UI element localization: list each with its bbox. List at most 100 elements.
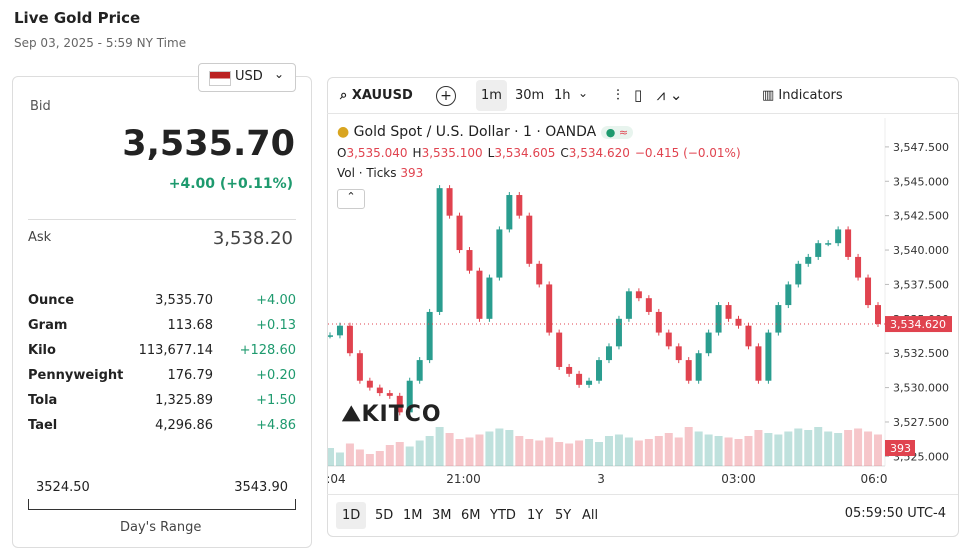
- volume-bar: [774, 434, 783, 466]
- candle-body: [336, 325, 343, 336]
- y-tick-label: 3,537.500: [893, 278, 949, 291]
- range-button[interactable]: 1D: [336, 502, 367, 529]
- range-button[interactable]: 6M: [461, 508, 481, 523]
- price: 4,296.86: [155, 418, 213, 433]
- subtitle: Sep 03, 2025 - 5:59 NY Time: [14, 36, 187, 50]
- volume-bar: [694, 431, 703, 466]
- volume-bar: [335, 452, 344, 466]
- y-tick-label: 3,545.000: [893, 175, 949, 188]
- volume-bar: [515, 436, 524, 466]
- volume-tag: [885, 440, 915, 456]
- volume-bar: [844, 430, 853, 466]
- candle-body: [645, 298, 652, 312]
- range-button[interactable]: 5Y: [555, 508, 572, 523]
- symbol[interactable]: ⌕ XAUUSD: [340, 88, 413, 103]
- price: 1,325.89: [155, 393, 213, 408]
- interval-menu[interactable]: ⌄: [578, 86, 589, 100]
- volume-bar: [684, 427, 693, 466]
- interval[interactable]: 1h: [554, 88, 571, 103]
- candle-body: [586, 380, 593, 385]
- volume-bar: [724, 437, 733, 466]
- price: 3,535.70: [155, 293, 213, 308]
- range-button[interactable]: All: [582, 508, 599, 523]
- legend-title: ● Gold Spot / U.S. Dollar · 1 · OANDA ● …: [337, 124, 634, 140]
- candle-body: [665, 332, 672, 347]
- volume-bar: [425, 436, 434, 466]
- volume-bar: [365, 454, 374, 466]
- candle-body: [436, 188, 443, 312]
- candle-body: [795, 263, 802, 285]
- candle-body: [785, 284, 792, 306]
- range-high: 3543.90: [234, 480, 288, 495]
- volume-bar: [328, 448, 334, 466]
- ask: 3,538.20: [212, 228, 293, 249]
- candle-body: [715, 305, 722, 333]
- candle-body: [328, 335, 333, 337]
- range-button[interactable]: 1Y: [527, 508, 544, 523]
- y-tick-label: 3,542.500: [893, 210, 949, 223]
- interval[interactable]: 1m: [476, 80, 507, 111]
- volume-bar: [814, 427, 823, 466]
- currency: USD: [235, 69, 263, 84]
- ohlc-value: 3,535.040: [346, 146, 408, 160]
- candle-body: [386, 393, 393, 396]
- candle-body: [695, 353, 702, 381]
- volume-bar: [804, 430, 813, 466]
- volume-bar: [654, 436, 663, 466]
- indicators[interactable]: ▥ Indicators: [762, 88, 843, 103]
- last-price-tag: [885, 316, 952, 333]
- range-button[interactable]: 5D: [375, 508, 394, 523]
- candle-body: [825, 243, 832, 245]
- volume-bar: [435, 427, 444, 466]
- collapse[interactable]: ⌃: [337, 189, 365, 209]
- candle-body: [556, 332, 563, 367]
- ohlc-value: 3,534.620: [568, 146, 630, 160]
- volume-bar: [734, 439, 743, 466]
- volume-bar: [604, 436, 613, 466]
- range-label: Day's Range: [120, 520, 202, 535]
- unit: Tael: [28, 418, 58, 433]
- bid-label: Bid: [30, 99, 51, 114]
- volume-bar: [624, 437, 633, 466]
- volume-bar: [555, 442, 564, 466]
- volume-bar: [535, 440, 544, 466]
- add[interactable]: +: [436, 86, 456, 106]
- volume-bar: [744, 436, 753, 466]
- volume-bar: [575, 440, 584, 466]
- candle-body: [735, 318, 742, 326]
- volume-legend: Vol · Ticks 393: [337, 166, 423, 180]
- volume-bar: [714, 436, 723, 466]
- y-tick-label: 3,547.500: [893, 141, 949, 154]
- x-tick-label: 06:0: [861, 472, 888, 486]
- range-button[interactable]: 1M: [403, 508, 423, 523]
- currency-select[interactable]: USD ⌄: [198, 63, 296, 92]
- range-button[interactable]: YTD: [490, 508, 516, 523]
- range-button[interactable]: 3M: [432, 508, 452, 523]
- volume-bar: [525, 439, 534, 466]
- symbol-text: XAUUSD: [351, 88, 413, 103]
- y-tick-label: 3,530.000: [893, 382, 949, 395]
- chart-tools[interactable]: ⫶ ▯ ⩘ ⌄: [616, 86, 683, 104]
- unit: Gram: [28, 318, 68, 333]
- logo-text: KITCO: [361, 402, 442, 427]
- interval[interactable]: 30m: [515, 88, 545, 103]
- ohlc-key: O: [337, 146, 347, 160]
- candle-body: [615, 318, 622, 347]
- volume-bar: [784, 431, 793, 466]
- volume-bar: [824, 431, 833, 466]
- volume-bar: [455, 439, 464, 466]
- candle-body: [546, 284, 553, 333]
- row-change: +1.50: [256, 393, 296, 408]
- y-tick-label: 3,540.000: [893, 244, 949, 257]
- volume-bar: [385, 445, 394, 466]
- unit: Kilo: [28, 343, 56, 358]
- candle-body: [865, 277, 872, 306]
- volume-bar: [614, 434, 623, 466]
- candle-body: [476, 270, 483, 319]
- row-change: +4.00: [256, 293, 296, 308]
- candle-body: [516, 195, 523, 216]
- volume-bar: [595, 442, 604, 466]
- legend-text: Gold Spot / U.S. Dollar · 1 · OANDA: [353, 124, 597, 140]
- candle-body: [506, 195, 513, 230]
